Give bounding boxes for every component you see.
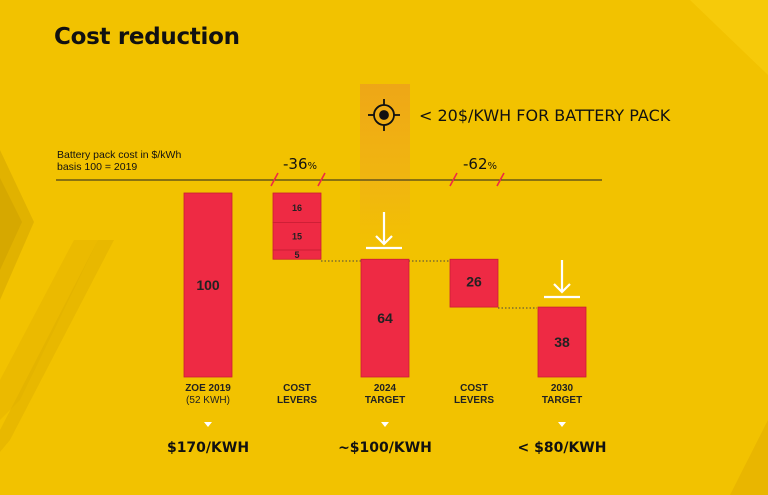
bar-decrease-5	[272, 249, 322, 260]
target-statement: < 20$/KWH FOR BATTERY PACK	[419, 106, 671, 125]
bar-decrease-26	[449, 258, 499, 308]
bar-value-label: 38	[554, 334, 570, 350]
down-triangle-icon	[381, 422, 389, 427]
bar-total-38	[537, 306, 587, 378]
category-line2: (52 KWH)	[186, 395, 230, 406]
category-line2: TARGET	[364, 395, 406, 406]
connector-lines	[321, 260, 537, 309]
down-triangle-icon	[204, 422, 212, 427]
price-label-2030: < $80/KWH	[517, 440, 607, 456]
price-label-2024: ~$100/KWH	[338, 440, 432, 456]
category-line1: 2030	[550, 383, 574, 394]
page-title: Cost reduction	[54, 24, 240, 50]
bar-value-label: 100	[196, 277, 220, 293]
category-label-cost-levers-2: COST LEVERS	[429, 383, 519, 407]
category-line2: LEVERS	[276, 395, 317, 406]
category-line2: LEVERS	[453, 395, 494, 406]
bar-value-label: 16	[292, 203, 302, 213]
bar-total-100	[183, 192, 233, 378]
reduction-unit: %	[307, 161, 318, 172]
category-label-cost-levers-1: COST LEVERS	[252, 383, 342, 407]
bar-value-label: 26	[466, 274, 482, 290]
axis-label-basis: basis 100 = 2019	[57, 161, 138, 173]
reduction-value: -36	[283, 155, 308, 173]
category-label-2024-target: 2024 TARGET	[340, 383, 430, 407]
reduction-label-2: -62%	[463, 155, 497, 173]
category-label-2030-target: 2030 TARGET	[517, 383, 607, 407]
category-line1: 2024	[373, 383, 397, 394]
crosshair-target-icon	[368, 99, 400, 131]
down-triangle-icon	[558, 422, 566, 427]
reduction-label-1: -36%	[283, 155, 317, 173]
axis-label: Battery pack cost in $/kWh basis 100 = 2…	[57, 149, 181, 173]
reduction-markers	[270, 172, 505, 187]
down-arrow-icon	[544, 260, 580, 299]
bar-value-label: 5	[294, 250, 299, 260]
category-line2: TARGET	[541, 395, 583, 406]
category-line1: ZOE 2019	[185, 383, 231, 394]
bar-total-64	[360, 258, 410, 378]
bar-value-label: 64	[377, 310, 393, 326]
chart-bars: 100 16 15 5 64 26 38	[183, 192, 587, 378]
category-line1: COST	[460, 383, 488, 394]
category-line1: COST	[283, 383, 311, 394]
axis-label-title: Battery pack cost in $/kWh	[57, 149, 182, 161]
price-label-2019: $170/KWH	[166, 440, 250, 456]
reduction-value: -62	[463, 155, 488, 173]
bar-decrease-16	[272, 192, 322, 223]
reduction-unit: %	[487, 161, 498, 172]
category-label-zoe-2019: ZOE 2019 (52 KWH)	[163, 383, 253, 407]
down-arrow-icon	[366, 212, 402, 250]
bar-value-label: 15	[292, 232, 302, 242]
